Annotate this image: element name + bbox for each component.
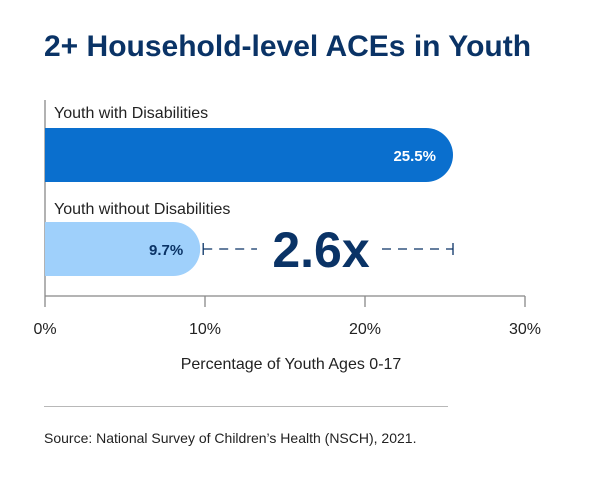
chart-title: 2+ Household-level ACEs in Youth	[44, 30, 532, 63]
footer-divider	[44, 406, 448, 407]
source-note: Source: National Survey of Children’s He…	[44, 430, 417, 446]
x-tick-label: 30%	[509, 321, 541, 338]
x-tick-label: 10%	[189, 321, 221, 338]
x-tick-label: 20%	[349, 321, 381, 338]
bar-chart: 0% 10% 20% 30% Percentage of Youth Ages 0-17…	[33, 100, 541, 373]
ratio-annotation: 2.6x	[202, 222, 454, 278]
bar-series	[45, 128, 453, 276]
bar	[45, 222, 201, 276]
x-tick-label: 0%	[33, 321, 56, 338]
chart-labels: Youth with Disabilities 25.5% Youth withou…	[54, 105, 436, 259]
ratio-label: 2.6x	[272, 222, 370, 278]
category-label: Youth without Disabilities	[54, 201, 230, 218]
category-label: Youth with Disabilities	[54, 105, 208, 122]
chart-axes: 0% 10% 20% 30% Percentage of Youth Ages 0-17	[33, 100, 541, 373]
value-label: 9.7%	[149, 242, 183, 259]
x-axis-title: Percentage of Youth Ages 0-17	[181, 356, 402, 373]
value-label: 25.5%	[393, 148, 436, 165]
bar	[45, 128, 453, 182]
